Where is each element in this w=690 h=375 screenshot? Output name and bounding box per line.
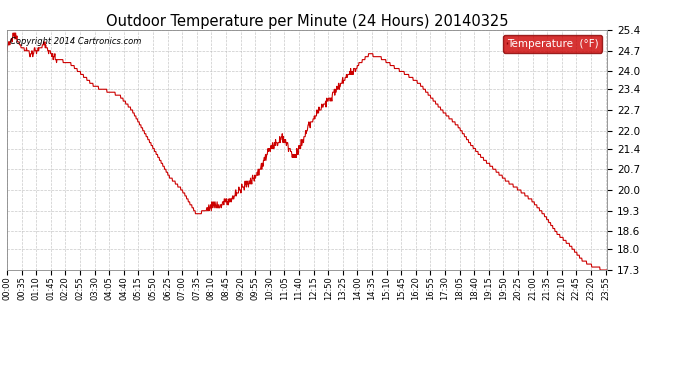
- Title: Outdoor Temperature per Minute (24 Hours) 20140325: Outdoor Temperature per Minute (24 Hours…: [106, 14, 509, 29]
- Text: Copyright 2014 Cartronics.com: Copyright 2014 Cartronics.com: [10, 37, 141, 46]
- Legend: Temperature  (°F): Temperature (°F): [503, 35, 602, 52]
